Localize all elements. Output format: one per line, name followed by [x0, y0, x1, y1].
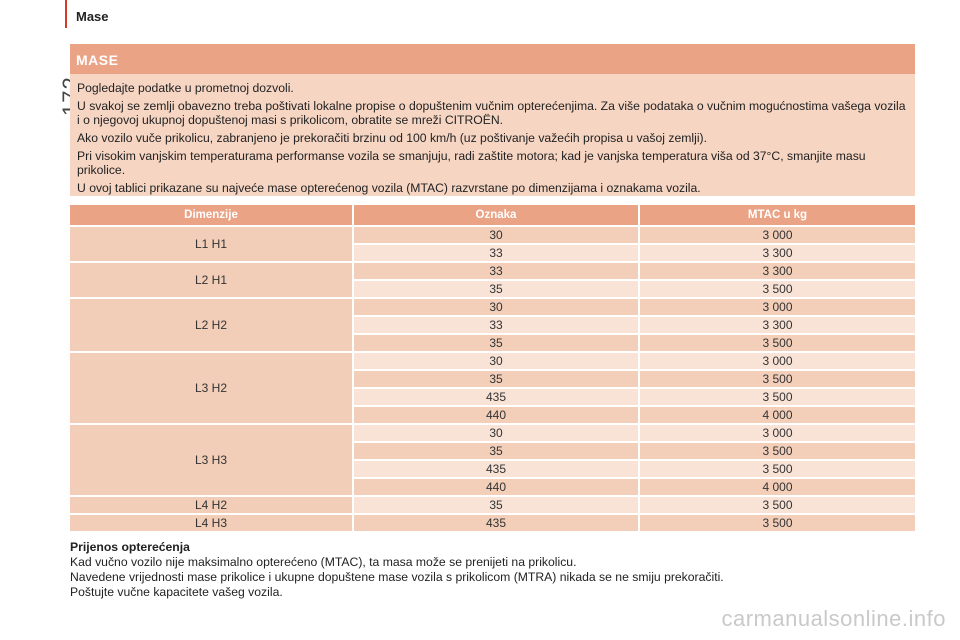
table-row: 35 3 500 [70, 371, 915, 387]
cell-dimenzije: L3 H3 [70, 425, 352, 495]
cell-mtac: 3 500 [638, 461, 915, 477]
cell-mtac: 3 300 [638, 245, 915, 261]
cell-mtac: 3 000 [638, 353, 915, 369]
cell-oznaka: 35 [352, 335, 638, 351]
footer-note: Prijenos opterećenja Kad vučno vozilo ni… [70, 540, 724, 600]
cell-oznaka: 30 [352, 299, 638, 315]
cell-oznaka: 33 [352, 245, 638, 261]
table-row: L3 H2 30 3 000 [70, 353, 915, 423]
table-row: L4 H2 35 3 500 [70, 497, 915, 513]
table-row: 35 3 500 [70, 281, 915, 297]
table-row: 33 3 300 [70, 245, 915, 261]
cell-oznaka: 440 [352, 407, 638, 423]
footer-line: Poštujte vučne kapacitete vašeg vozila. [70, 585, 283, 599]
footer-line: Kad vučno vozilo nije maksimalno optereć… [70, 555, 577, 569]
column-header-oznaka: Oznaka [352, 205, 638, 225]
cell-mtac: 3 500 [638, 371, 915, 387]
cell-mtac: 3 500 [638, 389, 915, 405]
table-body: L1 H1 30 3 000 33 3 300 L2 H1 33 3 300 35 3 500 L2… [70, 227, 915, 531]
table-row: L1 H1 30 3 000 [70, 227, 915, 261]
cell-mtac: 3 500 [638, 281, 915, 297]
cell-oznaka: 35 [352, 281, 638, 297]
info-box-title: MASE [70, 44, 915, 74]
column-header-dimenzije: Dimenzije [70, 205, 352, 225]
cell-oznaka: 35 [352, 443, 638, 459]
table-row: 435 3 500 [70, 389, 915, 405]
table-row: 35 3 500 [70, 335, 915, 351]
watermark: carmanualsonline.info [721, 606, 946, 631]
cell-dimenzije: L1 H1 [70, 227, 352, 261]
cell-mtac: 3 000 [638, 299, 915, 315]
cell-dimenzije: L4 H3 [70, 515, 352, 531]
info-box-body: Pogledajte podatke u prometnoj dozvoli. … [70, 74, 915, 195]
cell-mtac: 3 500 [638, 515, 915, 531]
table-row: L4 H3 435 3 500 [70, 515, 915, 531]
cell-mtac: 3 300 [638, 263, 915, 279]
cell-oznaka: 435 [352, 389, 638, 405]
info-paragraph: U ovoj tablici prikazane su najveće mase… [77, 181, 701, 195]
cell-mtac: 3 500 [638, 497, 915, 513]
info-paragraph: Ako vozilo vuče prikolicu, zabranjeno je… [77, 131, 707, 145]
section-title: Mase [76, 9, 109, 24]
info-paragraph: Pri visokim vanjskim temperaturama perfo… [77, 149, 866, 177]
cell-mtac: 3 300 [638, 317, 915, 333]
table-row: L2 H1 33 3 300 [70, 263, 915, 297]
cell-dimenzije: L4 H2 [70, 497, 352, 513]
table-row: 435 3 500 [70, 461, 915, 477]
cell-oznaka: 30 [352, 227, 638, 243]
cell-oznaka: 30 [352, 425, 638, 441]
cell-mtac: 3 500 [638, 335, 915, 351]
info-paragraph: Pogledajte podatke u prometnoj dozvoli. [77, 81, 294, 95]
table-row: L3 H3 30 3 000 [70, 425, 915, 495]
cell-oznaka: 33 [352, 263, 638, 279]
cell-oznaka: 435 [352, 461, 638, 477]
table-row: 35 3 500 [70, 443, 915, 459]
section-marker-bar [65, 0, 67, 28]
table-row: 440 4 000 [70, 407, 915, 423]
table-row: 33 3 300 [70, 317, 915, 333]
table-row: L2 H2 30 3 000 [70, 299, 915, 351]
table-header-row: Dimenzije Oznaka MTAC u kg [70, 205, 915, 225]
cell-oznaka: 35 [352, 371, 638, 387]
footer-line: Navedene vrijednosti mase prikolice i uk… [70, 570, 724, 584]
cell-dimenzije: L2 H2 [70, 299, 352, 351]
cell-dimenzije: L2 H1 [70, 263, 352, 297]
column-header-mtac: MTAC u kg [638, 205, 915, 225]
cell-mtac: 3 500 [638, 443, 915, 459]
cell-oznaka: 35 [352, 497, 638, 513]
mass-table: Dimenzije Oznaka MTAC u kg L1 H1 30 3 000 3… [70, 203, 915, 533]
cell-dimenzije: L3 H2 [70, 353, 352, 423]
info-paragraph: U svakoj se zemlji obavezno treba poštiv… [77, 99, 906, 127]
cell-mtac: 4 000 [638, 407, 915, 423]
cell-mtac: 3 000 [638, 425, 915, 441]
cell-oznaka: 30 [352, 353, 638, 369]
info-box: MASE Pogledajte podatke u prometnoj dozv… [70, 44, 915, 196]
cell-oznaka: 33 [352, 317, 638, 333]
table-row: 440 4 000 [70, 479, 915, 495]
cell-mtac: 4 000 [638, 479, 915, 495]
cell-mtac: 3 000 [638, 227, 915, 243]
cell-oznaka: 440 [352, 479, 638, 495]
footer-title: Prijenos opterećenja [70, 540, 190, 554]
cell-oznaka: 435 [352, 515, 638, 531]
